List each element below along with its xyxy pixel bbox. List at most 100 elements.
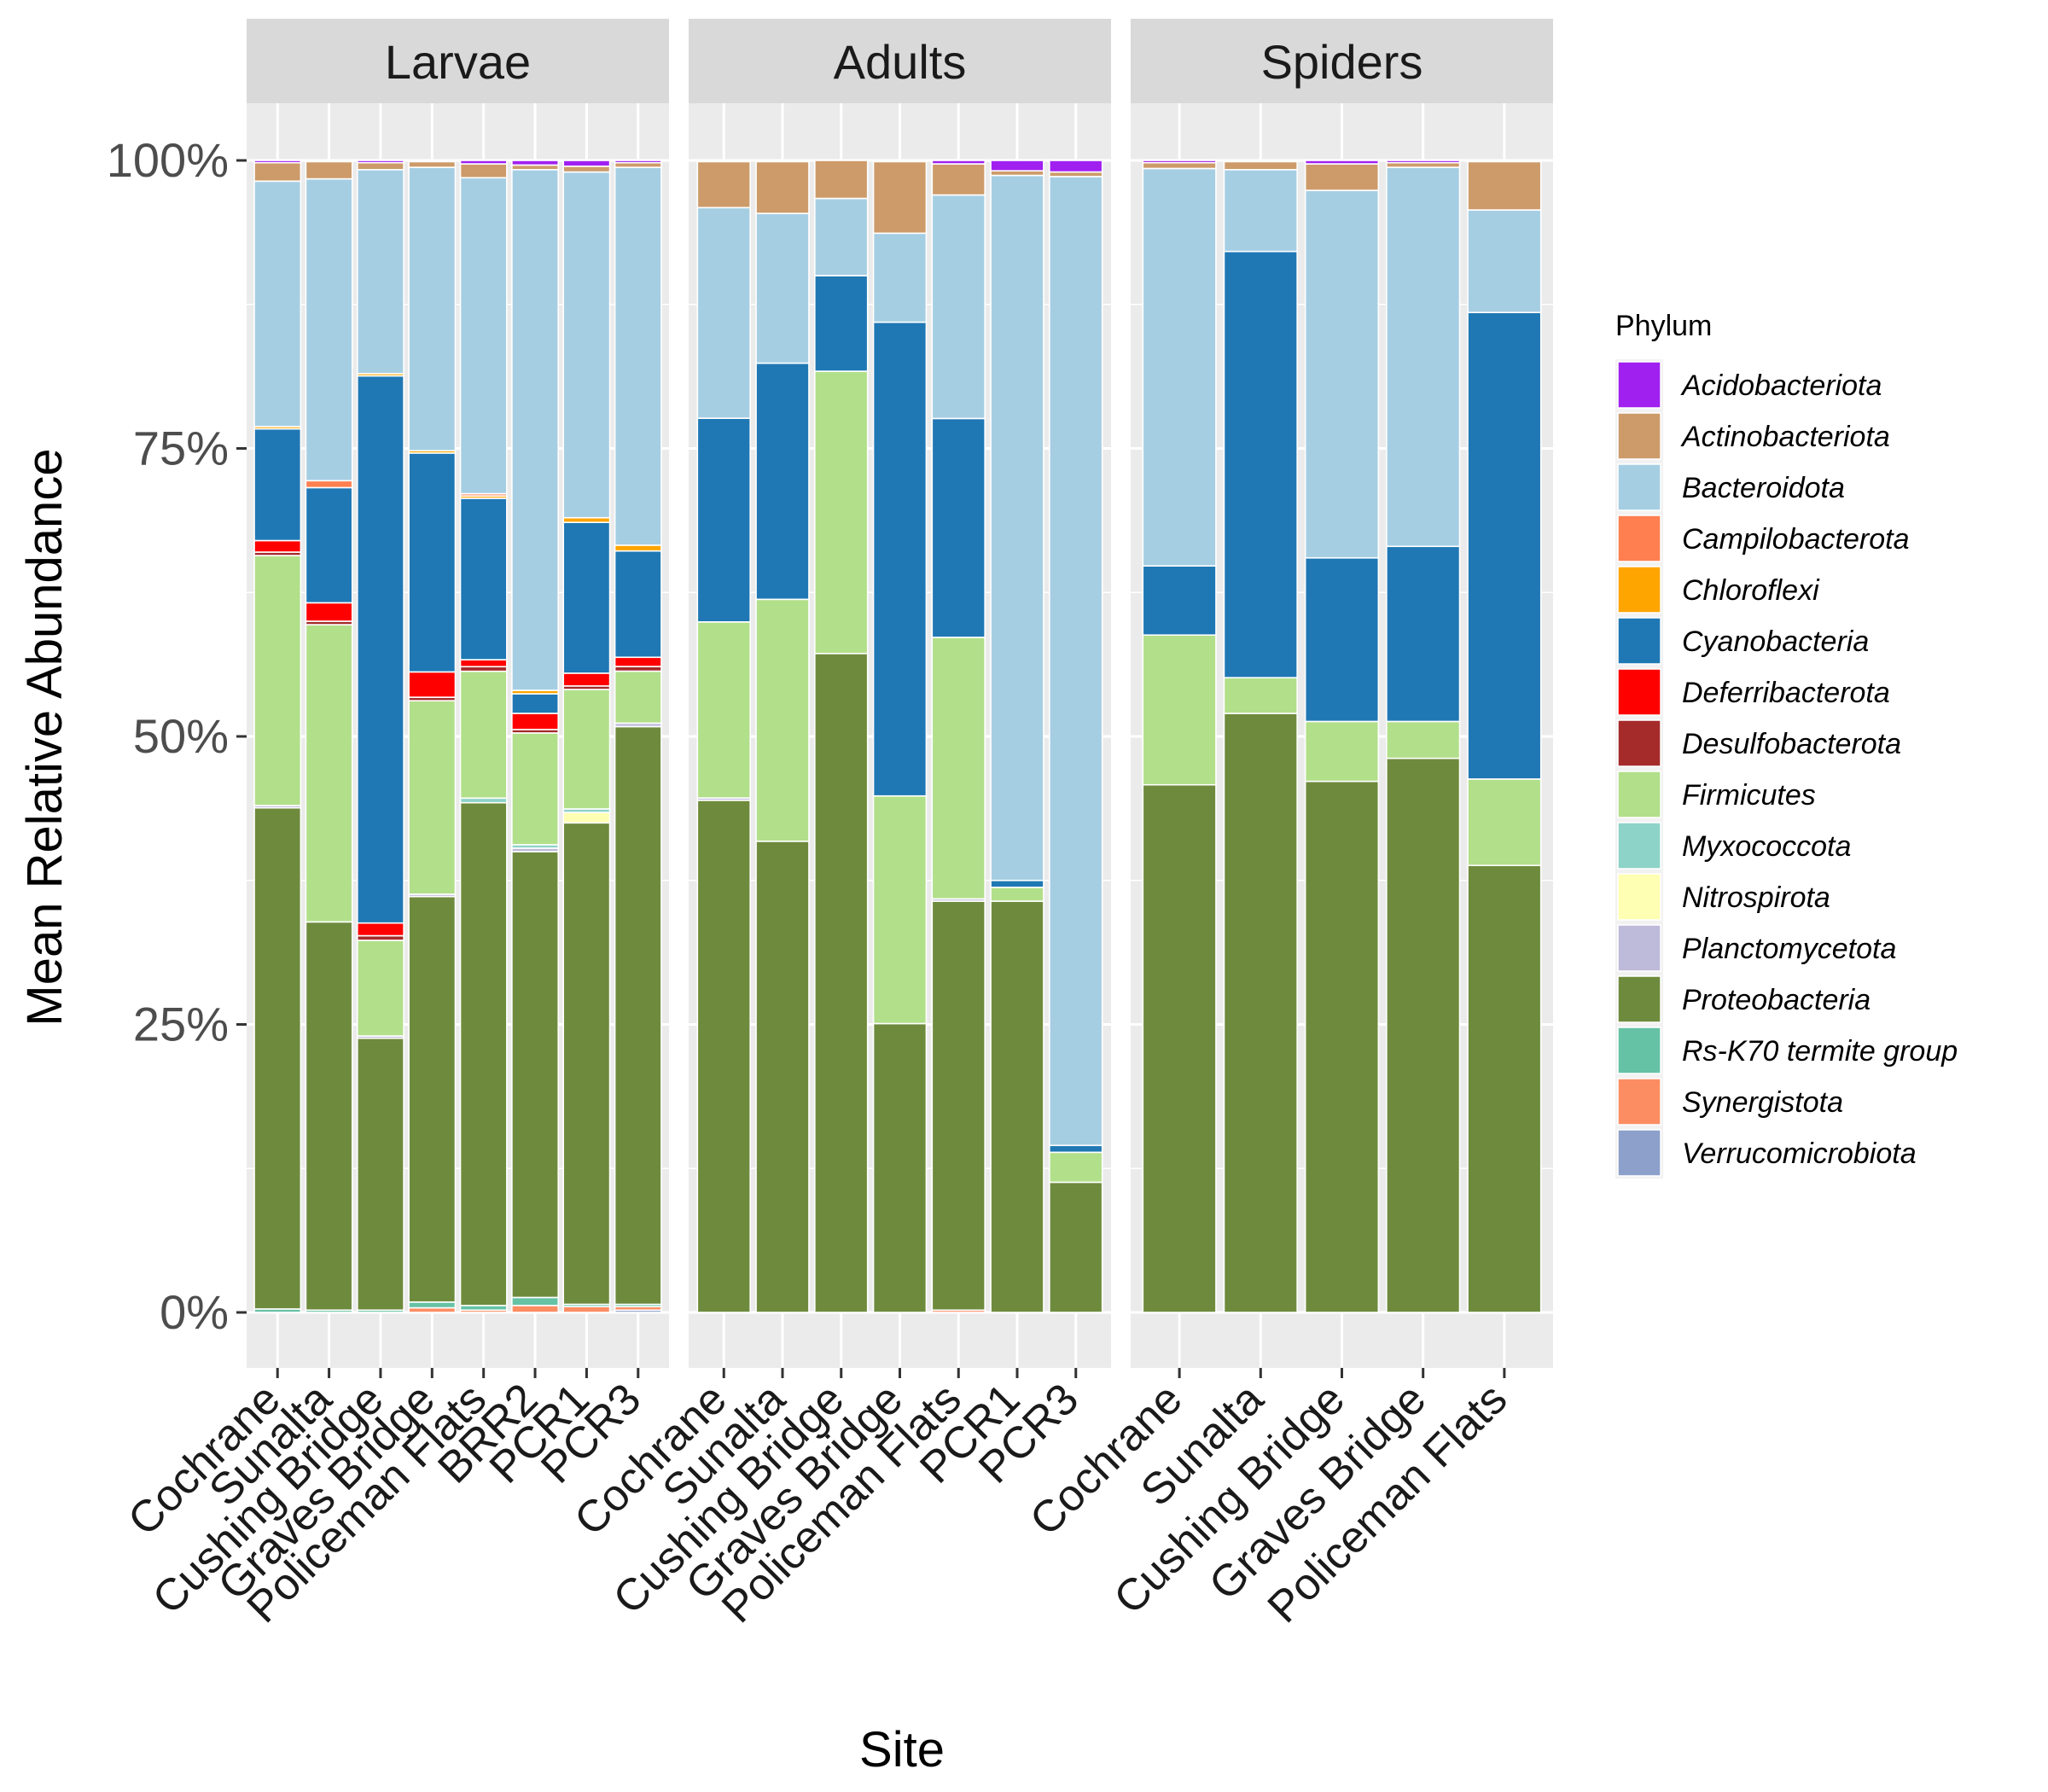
bar-policeman-flats xyxy=(931,160,986,1313)
bar-segment-firmicutes xyxy=(408,700,457,895)
bar-segment-acidobacteriota xyxy=(755,160,810,163)
panel-title: Larvae xyxy=(385,35,531,89)
bar-segment-actinobacteriota xyxy=(408,160,457,168)
legend-item-nitrospirota: Nitrospirota xyxy=(1615,871,1830,922)
bar-segment-proteobacteria xyxy=(990,900,1044,1313)
bar-segment-deferribacterota xyxy=(408,671,457,698)
bar-cushing-bridge xyxy=(1304,160,1380,1313)
legend-item-myxococcota: Myxococcota xyxy=(1615,820,1851,871)
bar-sunalta xyxy=(305,160,353,1313)
bar-segment-desulfobacterota xyxy=(356,934,404,941)
bar-segment-proteobacteria xyxy=(253,806,302,1310)
bar-segment-cyanobacteria xyxy=(1304,556,1380,723)
legend-swatch xyxy=(1617,1129,1661,1177)
bar-segment-deferribacterota xyxy=(253,539,302,553)
bar-segment-bacteroidota xyxy=(562,171,611,519)
bar-pcr1 xyxy=(562,160,611,1313)
bar-segment-actinobacteriota xyxy=(872,160,928,235)
bar-segment-proteobacteria xyxy=(1304,780,1380,1313)
bar-segment-proteobacteria xyxy=(459,801,508,1306)
bar-segment-actinobacteriota xyxy=(459,163,508,179)
bar-segment-bacteroidota xyxy=(305,177,353,482)
bar-segment-firmicutes xyxy=(614,670,662,724)
bar-segment-bacteroidota xyxy=(990,174,1044,881)
bar-segment-bacteroidota xyxy=(253,180,302,428)
legend-swatch xyxy=(1617,515,1661,562)
bar-segment-acidobacteriota xyxy=(562,160,611,167)
bar-segment-cyanobacteria xyxy=(1386,545,1461,723)
bar-segment-chloroflexi xyxy=(614,544,662,552)
y-tick-label: 75% xyxy=(133,422,229,475)
bar-segment-acidobacteriota xyxy=(511,160,560,166)
bar-segment-acidobacteriota xyxy=(614,160,662,164)
bar-segment-actinobacteriota xyxy=(356,161,404,171)
bar-cochrane xyxy=(253,160,302,1313)
legend-item-desulfobacterota: Desulfobacterota xyxy=(1615,718,1901,769)
bar-segment-acidobacteriota xyxy=(1304,160,1380,165)
bar-segment-proteobacteria xyxy=(614,725,662,1306)
y-tick-label: 0% xyxy=(160,1285,229,1339)
legend-swatch xyxy=(1617,1078,1661,1126)
bar-segment-actinobacteriota xyxy=(305,160,353,180)
legend-item-acidobacteriota: Acidobacteriota xyxy=(1615,359,1882,410)
bar-segment-firmicutes xyxy=(755,598,810,842)
bar-segment-cyanobacteria xyxy=(1142,565,1217,637)
bar-segment-actinobacteriota xyxy=(1386,161,1461,168)
y-tick-label: 25% xyxy=(133,998,229,1051)
legend-label: Campilobacterota xyxy=(1682,523,1909,556)
bar-segment-cyanobacteria xyxy=(356,375,404,924)
bar-policeman-flats xyxy=(459,160,508,1313)
bar-segment-firmicutes xyxy=(696,621,751,799)
bar-graves-bridge xyxy=(872,160,928,1313)
bar-segment-firmicutes xyxy=(1304,720,1380,783)
bar-segment-actinobacteriota xyxy=(990,170,1044,177)
bar-segment-cyanobacteria xyxy=(1223,250,1298,678)
panel-title: Spiders xyxy=(1261,35,1423,89)
bar-segment-bacteroidota xyxy=(872,232,928,323)
bar-segment-acidobacteriota xyxy=(1223,160,1298,163)
bar-segment-bacteroidota xyxy=(931,194,986,420)
bar-segment-firmicutes xyxy=(990,887,1044,902)
legend-label: Actinobacteriota xyxy=(1680,421,1890,453)
legend-item-synergistota: Synergistota xyxy=(1615,1076,1843,1127)
legend-swatch xyxy=(1617,463,1661,511)
legend-label: Bacteroidota xyxy=(1682,472,1845,504)
bar-segment-firmicutes xyxy=(253,555,302,806)
bar-segment-acidobacteriota xyxy=(253,160,302,164)
legend-item-rs-k70-termite-group: Rs-K70 termite group xyxy=(1615,1025,1958,1076)
bar-segment-actinobacteriota xyxy=(1304,163,1380,191)
bar-segment-firmicutes xyxy=(1386,720,1461,759)
bar-segment-actinobacteriota xyxy=(931,163,986,196)
legend-swatch xyxy=(1617,771,1661,818)
bar-segment-proteobacteria xyxy=(696,800,751,1313)
legend-swatch xyxy=(1617,873,1661,921)
bar-segment-synergistota xyxy=(511,1305,560,1313)
bar-segment-cyanobacteria xyxy=(459,497,508,660)
legend-label: Nitrospirota xyxy=(1682,881,1830,914)
bar-segment-cyanobacteria xyxy=(305,486,353,604)
bar-segment-deferribacterota xyxy=(562,672,611,687)
bar-segment-proteobacteria xyxy=(511,851,560,1299)
legend-swatch xyxy=(1617,822,1661,870)
bar-segment-cyanobacteria xyxy=(814,275,869,372)
legend-label: Planctomycetota xyxy=(1682,933,1896,965)
bar-segment-rs-k70-termite-group xyxy=(511,1296,560,1306)
legend-swatch xyxy=(1617,924,1661,972)
bar-sunalta xyxy=(1223,160,1298,1313)
bar-segment-deferribacterota xyxy=(614,656,662,667)
legend-item-deferribacterota: Deferribacterota xyxy=(1615,666,1890,718)
legend-label: Synergistota xyxy=(1682,1086,1843,1119)
bar-segment-deferribacterota xyxy=(511,713,560,730)
bar-segment-actinobacteriota xyxy=(696,160,751,209)
bar-segment-deferribacterota xyxy=(305,602,353,622)
panel-strip xyxy=(247,19,669,103)
legend-label: Deferribacterota xyxy=(1682,677,1890,709)
bar-graves-bridge xyxy=(1386,160,1461,1313)
bar-segment-cyanobacteria xyxy=(511,693,560,714)
bar-segment-synergistota xyxy=(562,1306,611,1313)
bar-pcr3 xyxy=(614,160,662,1313)
bar-segment-bacteroidota xyxy=(755,212,810,364)
legend-swatch xyxy=(1617,719,1661,767)
bar-segment-firmicutes xyxy=(356,940,404,1037)
